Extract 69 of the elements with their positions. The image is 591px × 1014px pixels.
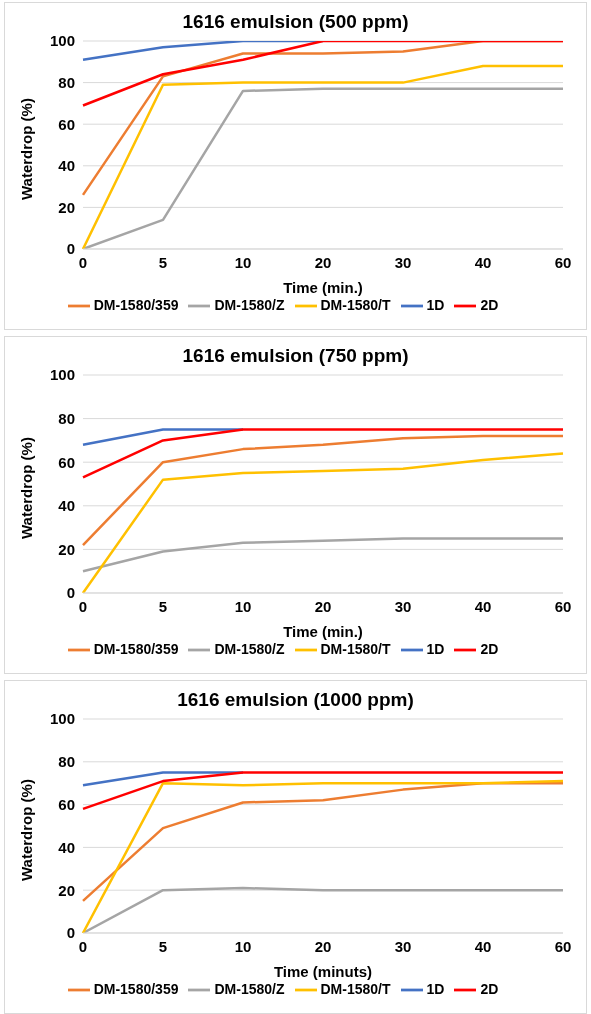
y-tick-label: 80 [58, 409, 75, 427]
y-tick-label: 40 [58, 157, 75, 175]
x-tick-label: 5 [158, 597, 168, 615]
x-tick-label: 20 [314, 597, 332, 615]
line-series [81, 779, 565, 933]
x-tick-label: 60 [554, 253, 572, 271]
x-tick-label: 0 [78, 937, 88, 955]
x-tick-label: 0 [78, 253, 88, 271]
y-tick-label: 100 [49, 32, 75, 50]
line-series [81, 434, 565, 547]
x-tick-label: 60 [554, 937, 572, 955]
chart-title: 1616 emulsion (500 ppm) [181, 10, 410, 33]
x-tick-label: 40 [474, 937, 492, 955]
y-tick-label: 100 [49, 366, 75, 384]
legend-label: 1D [426, 640, 445, 657]
y-tick-label: 0 [66, 584, 75, 602]
x-tick-label: 20 [314, 253, 332, 271]
line-series [81, 537, 565, 573]
legend-label: DM-1580/T [320, 980, 391, 997]
x-tick-label: 10 [234, 597, 252, 615]
legend-label: DM-1580/Z [214, 296, 285, 313]
x-axis-title: Time (min.) [283, 279, 363, 296]
x-tick-label: 30 [394, 937, 412, 955]
legend-label: 2D [480, 640, 499, 657]
y-tick-label: 20 [58, 881, 75, 899]
line-series [81, 781, 565, 903]
y-tick-label: 0 [66, 924, 75, 942]
y-axis-title: Waterdrop (%) [18, 437, 36, 539]
legend-label: DM-1580/T [320, 640, 391, 657]
x-tick-label: 5 [158, 937, 168, 955]
legend-label: DM-1580/T [320, 296, 391, 313]
y-tick-label: 40 [58, 497, 75, 515]
y-axis-title: Waterdrop (%) [18, 98, 36, 200]
legend-label: DM-1580/359 [93, 296, 179, 313]
chart-title: 1616 emulsion (1000 ppm) [176, 688, 415, 711]
legend-label: 1D [426, 980, 445, 997]
legend-label: DM-1580/359 [93, 980, 179, 997]
line-series [81, 452, 565, 593]
x-tick-label: 20 [314, 937, 332, 955]
legend-label: DM-1580/Z [214, 980, 285, 997]
x-tick-label: 40 [474, 253, 492, 271]
legend-label: 2D [480, 980, 499, 997]
y-tick-label: 60 [58, 795, 75, 813]
y-tick-label: 80 [58, 73, 75, 91]
x-tick-label: 10 [234, 937, 252, 955]
y-tick-label: 60 [58, 115, 75, 133]
x-tick-label: 0 [78, 597, 88, 615]
y-tick-label: 60 [58, 453, 75, 471]
legend-label: DM-1580/359 [93, 640, 179, 657]
x-tick-label: 10 [234, 253, 252, 271]
y-tick-label: 80 [58, 753, 75, 771]
x-tick-label: 40 [474, 597, 492, 615]
chart-title: 1616 emulsion (750 ppm) [181, 344, 410, 367]
x-axis-title: Time (minuts) [273, 963, 373, 980]
x-tick-label: 5 [158, 253, 168, 271]
y-tick-label: 20 [58, 198, 75, 216]
legend-label: DM-1580/Z [214, 640, 285, 657]
x-axis-title: Time (min.) [283, 623, 363, 640]
y-tick-label: 40 [58, 838, 75, 856]
legend-label: 2D [480, 296, 499, 313]
y-tick-label: 100 [49, 710, 75, 728]
y-axis-title: Waterdrop (%) [18, 779, 36, 881]
x-tick-label: 30 [394, 253, 412, 271]
x-tick-label: 30 [394, 597, 412, 615]
legend-label: 1D [426, 296, 445, 313]
line-series [81, 41, 565, 107]
y-tick-label: 20 [58, 540, 75, 558]
x-tick-label: 60 [554, 597, 572, 615]
y-tick-label: 0 [66, 240, 75, 258]
